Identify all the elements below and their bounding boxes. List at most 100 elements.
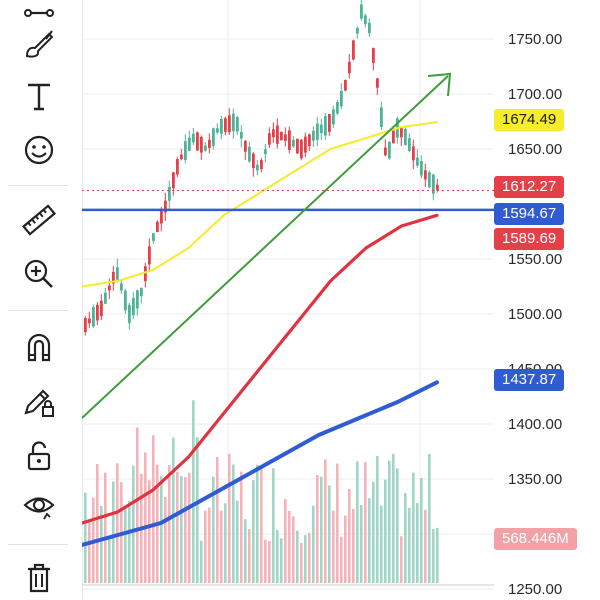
volume-bar <box>104 472 107 583</box>
volume-bar <box>164 497 167 583</box>
price-axis-label: 1500.00 <box>508 306 562 323</box>
volume-bar <box>360 505 363 583</box>
eye-visibility-icon[interactable] <box>14 484 64 528</box>
candle-body <box>212 128 215 146</box>
volume-bar <box>224 503 227 583</box>
volume-bar <box>216 456 219 583</box>
price-axis-label: 1650.00 <box>508 141 562 158</box>
candle-body <box>256 164 259 171</box>
drawing-toolbar <box>0 0 83 600</box>
candle-body <box>116 267 119 280</box>
volume-bar <box>432 529 435 583</box>
volume-bar <box>304 535 307 583</box>
volume-bar <box>96 463 99 583</box>
candle-body <box>132 298 135 316</box>
candle-body <box>152 233 155 241</box>
price-chart[interactable]: 1750.001700.001650.001550.001500.001450.… <box>82 0 600 600</box>
volume-bar <box>400 536 403 583</box>
volume-bar <box>88 521 91 583</box>
volume-bar <box>420 478 423 583</box>
candle-body <box>136 290 139 309</box>
candle-body <box>280 131 283 141</box>
ruler-tool-icon[interactable] <box>14 198 64 242</box>
volume-bar <box>212 476 215 583</box>
candle-body <box>216 128 219 133</box>
ma-blue-line <box>82 380 439 547</box>
lock-drawing-tool-icon[interactable] <box>14 380 64 424</box>
candle-body <box>148 246 151 265</box>
zoom-in-tool-icon[interactable] <box>14 252 64 296</box>
candle-body <box>308 134 311 147</box>
volume-bar <box>264 539 267 583</box>
emoji-tool-icon[interactable] <box>14 128 64 172</box>
candle-body <box>112 271 115 284</box>
candle-body <box>272 129 275 138</box>
volume-badge: 568.446M <box>494 528 577 550</box>
volume-bar <box>372 481 375 583</box>
volume-bar <box>388 460 391 583</box>
candle-body <box>88 318 91 324</box>
candle-body <box>400 127 403 138</box>
volume-bar <box>436 527 439 583</box>
brush-tool-icon[interactable] <box>14 22 64 66</box>
volume-bar <box>308 533 311 583</box>
candle-body <box>380 107 383 128</box>
trend-line-tool-icon[interactable] <box>14 0 64 30</box>
volume-bar <box>248 529 251 583</box>
volume-bar <box>240 471 243 583</box>
ma-blue-price-badge: 1437.87 <box>494 369 565 391</box>
candle-body <box>224 118 227 132</box>
text-tool-icon[interactable] <box>14 74 64 118</box>
candle-body <box>424 170 427 180</box>
candle-body <box>284 134 287 141</box>
candle-body <box>144 266 147 282</box>
volume-bar <box>404 493 407 583</box>
volume-bar <box>136 427 139 583</box>
volume-bar <box>260 468 263 583</box>
candle-body <box>228 115 231 133</box>
candle-body <box>104 292 107 304</box>
volume-bar <box>228 453 231 583</box>
volume-bar <box>336 463 339 583</box>
candle-body <box>200 136 203 153</box>
volume-bar <box>100 506 103 583</box>
volume-bar <box>144 452 147 583</box>
candle-body <box>368 22 371 34</box>
trash-tool-icon[interactable] <box>14 556 64 600</box>
volume-bar <box>300 542 303 583</box>
ma-yellow-price-badge: 1674.49 <box>494 109 565 131</box>
volume-bar <box>152 435 155 583</box>
price-axis-label: 1400.00 <box>508 416 562 433</box>
candle-body <box>372 48 375 63</box>
magnet-tool-icon[interactable] <box>14 325 64 369</box>
candle-body <box>408 138 411 152</box>
volume-bar <box>108 536 111 583</box>
toolbar-divider <box>8 544 68 545</box>
candle-body <box>244 140 247 152</box>
candle-body <box>176 159 179 175</box>
volume-bar <box>328 485 331 583</box>
candle-body <box>204 145 207 151</box>
candle-body <box>184 141 187 161</box>
price-axis-label: 1350.00 <box>508 471 562 488</box>
volume-bar <box>424 509 427 583</box>
candle-body <box>428 172 431 188</box>
candle-body <box>120 283 123 291</box>
price-axis-label: 1700.00 <box>508 86 562 103</box>
candle-body <box>296 138 299 154</box>
candle-body <box>416 157 419 166</box>
volume-bar <box>132 465 135 583</box>
candle-body <box>340 90 343 107</box>
volume-bar <box>116 463 119 583</box>
volume-bar <box>296 530 299 583</box>
volume-bar <box>220 510 223 583</box>
candle-body <box>276 125 279 144</box>
volume-bar <box>324 459 327 583</box>
candle-body <box>344 79 347 91</box>
candle-body <box>260 160 263 170</box>
candle-body <box>412 146 415 161</box>
candle-body <box>300 139 303 159</box>
volume-bar <box>244 519 247 583</box>
candle-body <box>252 153 255 169</box>
unlock-tool-icon[interactable] <box>14 434 64 478</box>
